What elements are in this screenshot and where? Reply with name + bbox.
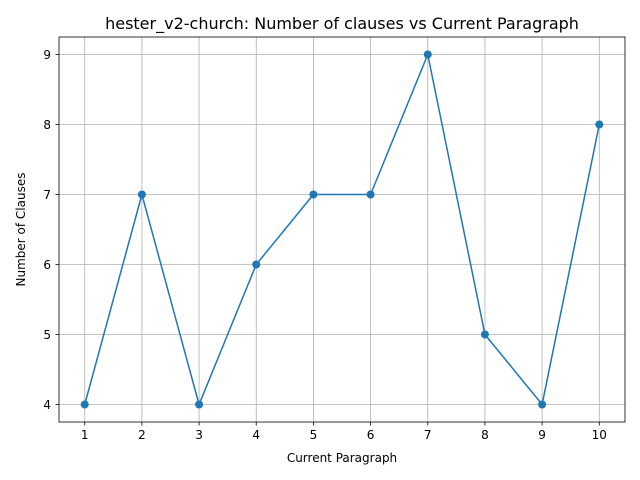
x-tick-label: 9 [538, 428, 546, 442]
y-axis-label: Number of Clauses [14, 173, 28, 287]
data-point [80, 400, 89, 409]
data-point [480, 330, 489, 339]
data-point [595, 120, 604, 129]
x-tick-label: 5 [310, 428, 318, 442]
data-point [137, 190, 146, 199]
x-tick-label: 2 [138, 428, 146, 442]
ticks: 1 2 3 4 5 6 7 8 9 10 4 5 6 7 8 9 [43, 48, 607, 442]
x-tick-label: 1 [81, 428, 89, 442]
x-tick-label: 10 [592, 428, 607, 442]
y-tick-label: 6 [43, 258, 51, 272]
grid [59, 37, 625, 422]
x-tick-label: 6 [367, 428, 375, 442]
y-tick-label: 9 [43, 48, 51, 62]
y-tick-label: 4 [43, 398, 51, 412]
series-layer [80, 50, 604, 409]
x-tick-label: 3 [195, 428, 203, 442]
data-point [538, 400, 547, 409]
axes-frame [58, 36, 626, 423]
data-point [195, 400, 204, 409]
chart-title: hester_v2-church: Number of clauses vs C… [105, 14, 579, 34]
x-tick-label: 4 [252, 428, 260, 442]
y-tick-label: 7 [43, 188, 51, 202]
y-tick-label: 8 [43, 118, 51, 132]
data-point [252, 260, 261, 269]
y-tick-label: 5 [43, 328, 51, 342]
series-line [83, 53, 601, 406]
x-tick-label: 7 [424, 428, 432, 442]
data-point [423, 50, 432, 59]
x-axis-label: Current Paragraph [287, 451, 397, 465]
data-point [309, 190, 318, 199]
data-point [366, 190, 375, 199]
x-tick-label: 8 [481, 428, 489, 442]
